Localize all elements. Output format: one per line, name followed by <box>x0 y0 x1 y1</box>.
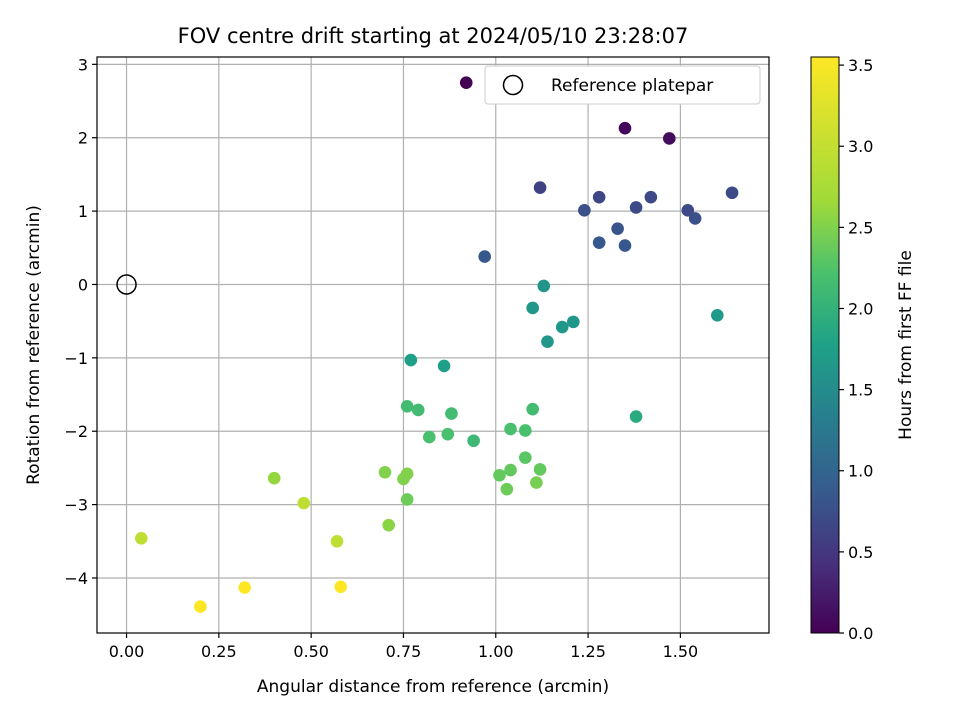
colorbar <box>810 56 840 634</box>
data-point <box>618 121 632 135</box>
data-point <box>533 463 547 476</box>
data-point <box>334 580 347 594</box>
data-point <box>504 463 517 477</box>
data-point <box>519 424 532 437</box>
colorbar-tick-label: 3.5 <box>848 56 873 75</box>
data-point <box>459 76 473 89</box>
data-point <box>467 434 480 448</box>
data-point <box>530 476 543 489</box>
data-point <box>526 301 539 315</box>
legend-label: Reference platepar <box>551 76 713 96</box>
data-point <box>711 308 724 322</box>
x-tick-label: 0.50 <box>293 642 329 661</box>
y-tick-label: −1 <box>64 349 88 368</box>
data-point <box>644 190 658 204</box>
colorbar-tick-label: 3.0 <box>848 137 873 156</box>
data-point <box>411 403 425 417</box>
data-point <box>238 581 251 594</box>
data-point <box>378 466 392 479</box>
data-point <box>541 335 554 348</box>
colorbar-tick-label: 2.5 <box>848 218 873 237</box>
x-tick-label: 1.25 <box>570 642 606 661</box>
colorbar-tick-label: 1.5 <box>848 381 873 400</box>
legend-reference-icon <box>502 74 524 96</box>
data-point <box>681 204 695 217</box>
data-point <box>445 407 458 420</box>
data-point <box>578 204 591 217</box>
chart-title: FOV centre drift starting at 2024/05/10 … <box>178 24 689 48</box>
data-point <box>663 132 676 145</box>
y-tick-label: −2 <box>64 422 88 441</box>
data-point <box>504 422 517 436</box>
reference-marker-group <box>116 274 137 295</box>
colorbar-tick-label: 0.5 <box>848 543 873 562</box>
x-axis-ticks: 0.00 0.25 0.50 0.75 1.00 1.25 1.50 <box>109 633 698 661</box>
data-points <box>135 76 739 613</box>
data-point <box>194 600 207 613</box>
data-point <box>533 181 547 194</box>
x-tick-label: 0.00 <box>109 642 145 661</box>
data-point <box>537 279 551 293</box>
data-point <box>437 359 451 373</box>
y-tick-label: 3 <box>78 55 88 74</box>
y-tick-label: −3 <box>64 496 88 515</box>
data-point <box>400 493 414 506</box>
x-axis-label: Angular distance from reference (arcmin) <box>257 677 609 697</box>
data-point <box>400 399 414 413</box>
data-point <box>725 186 739 200</box>
y-tick-label: 1 <box>78 202 88 221</box>
data-point <box>688 212 702 225</box>
colorbar-label: Hours from first FF file <box>896 250 916 440</box>
legend-box <box>484 65 761 105</box>
data-point <box>611 222 624 235</box>
data-point <box>519 451 532 464</box>
data-point <box>592 236 606 249</box>
x-tick-label: 1.50 <box>663 642 699 661</box>
colorbar-tick-label: 2.0 <box>848 299 873 318</box>
y-axis-label: Rotation from reference (arcmin) <box>24 205 44 485</box>
x-tick-label: 1.00 <box>478 642 514 661</box>
data-point <box>618 239 632 252</box>
data-point <box>297 496 311 510</box>
colorbar-ticks: 0.0 0.5 1.0 1.5 2.0 2.5 3.0 3.5 <box>839 56 873 643</box>
x-tick-label: 0.25 <box>201 642 237 661</box>
data-point <box>423 430 436 444</box>
data-point <box>526 402 539 416</box>
plot-frame <box>96 56 770 634</box>
data-point <box>567 315 580 329</box>
data-point <box>500 482 514 496</box>
data-point <box>629 410 643 423</box>
data-point <box>397 472 410 486</box>
y-axis-ticks: −4 −3 −2 −1 0 1 2 3 <box>64 55 97 588</box>
reference-platepar-marker <box>116 274 137 295</box>
data-point <box>478 250 491 263</box>
data-point <box>592 190 606 204</box>
data-point <box>493 468 506 482</box>
data-point <box>330 534 344 548</box>
data-point <box>267 471 281 485</box>
y-tick-label: 2 <box>78 129 88 148</box>
data-point <box>555 320 569 334</box>
data-point <box>404 353 418 367</box>
data-point <box>441 427 455 441</box>
y-tick-label: 0 <box>78 275 88 294</box>
data-point <box>382 518 395 532</box>
data-point <box>135 532 148 545</box>
grid-lines <box>97 57 769 633</box>
data-point <box>629 201 643 214</box>
legend: Reference platepar <box>484 65 761 105</box>
x-tick-label: 0.75 <box>386 642 422 661</box>
y-tick-label: −4 <box>64 569 88 588</box>
colorbar-tick-label: 1.0 <box>848 462 873 481</box>
colorbar-tick-label: 0.0 <box>848 624 873 643</box>
